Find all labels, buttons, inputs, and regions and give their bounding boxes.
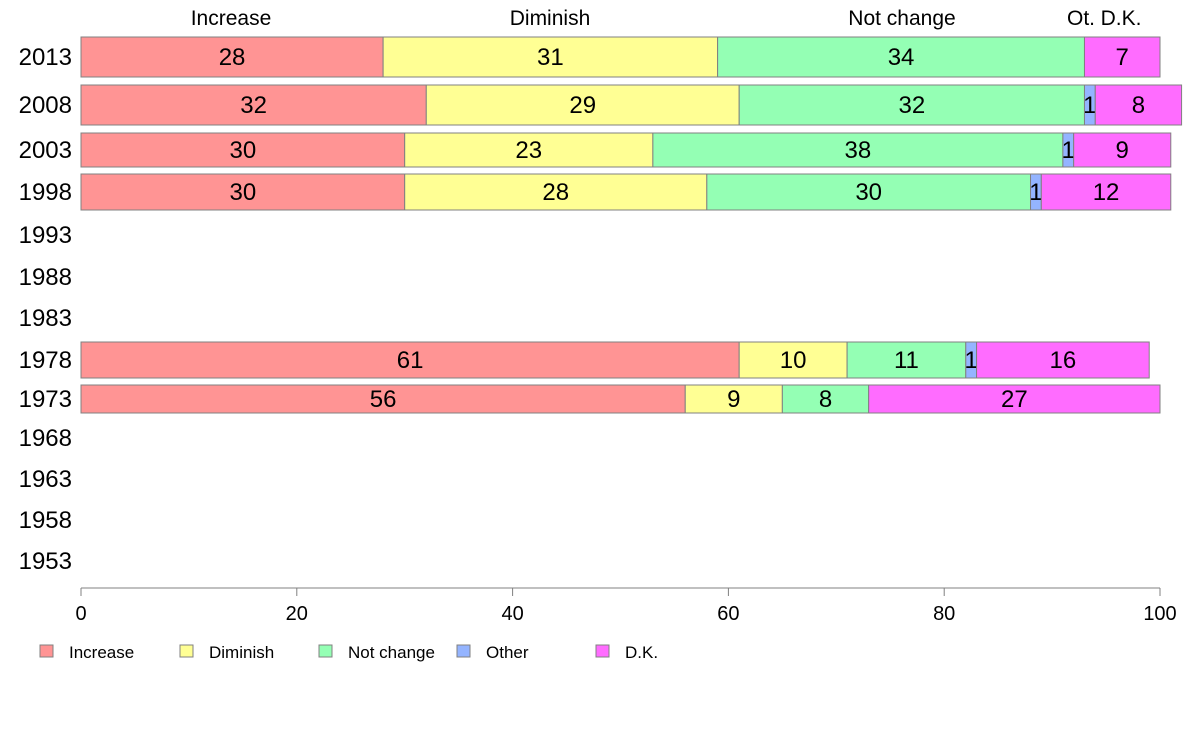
bar-value-label: 8 (819, 386, 832, 413)
y-tick-label: 1998 (19, 179, 72, 206)
bar-segment (706, 173, 1032, 211)
y-tick-label: 1993 (19, 222, 72, 249)
top-label: Ot. (1067, 7, 1095, 30)
bar-value-label: 30 (855, 179, 882, 206)
bar-value-label: 32 (898, 92, 925, 119)
x-tick-label: 40 (501, 603, 523, 625)
bar-value-label: 38 (845, 137, 872, 164)
bar-value-label: 23 (515, 137, 542, 164)
bar-segment (976, 341, 1150, 379)
legend-label: Not change (348, 643, 435, 662)
bar-segment (717, 36, 1085, 78)
bar-value-label: 1 (1083, 92, 1096, 119)
y-tick-label: 2013 (19, 44, 72, 71)
x-tick-label: 60 (717, 603, 739, 625)
bar-value-label: 7 (1116, 44, 1129, 71)
bar-segment (1094, 84, 1183, 126)
y-tick-label: 1958 (19, 507, 72, 534)
bar-value-label: 9 (727, 386, 740, 413)
bar-value-label: 61 (397, 347, 424, 374)
legend-swatch (318, 644, 333, 658)
bar-segment (652, 132, 1064, 168)
legend-swatch (179, 644, 194, 658)
bar-value-label: 56 (370, 386, 397, 413)
bar-value-label: 30 (229, 137, 256, 164)
top-label: D.K. (1101, 7, 1142, 30)
bar-segment (382, 36, 719, 78)
y-tick-label: 1968 (19, 425, 72, 452)
bar-value-label: 16 (1050, 347, 1077, 374)
bar-value-label: 27 (1001, 386, 1028, 413)
bar-value-label: 1 (1062, 137, 1075, 164)
legend-swatch (39, 644, 54, 658)
bar-value-label: 31 (537, 44, 564, 71)
x-tick-label: 20 (286, 603, 308, 625)
x-tick-label: 80 (933, 603, 955, 625)
x-tick-label: 0 (75, 603, 86, 625)
y-tick-label: 1953 (19, 548, 72, 575)
bar-segment (80, 132, 406, 168)
bar-value-label: 1 (1029, 179, 1042, 206)
bar-value-label: 10 (780, 347, 807, 374)
bar-segment (80, 341, 740, 379)
top-category-labels: Increase Diminish Not change Ot. D.K. (191, 7, 1142, 30)
legend-label: Other (486, 643, 529, 662)
x-axis: 0 20 40 60 80 100 (75, 587, 1177, 625)
bar-value-label: 28 (542, 179, 569, 206)
bar-value-label: 32 (240, 92, 267, 119)
bar-segment (80, 84, 427, 126)
y-tick-label: 1988 (19, 264, 72, 291)
legend-label: Diminish (209, 643, 274, 662)
bar-segment (404, 173, 708, 211)
legend-swatch (595, 644, 610, 658)
bar-value-label: 1 (964, 347, 977, 374)
bar-value-label: 28 (219, 44, 246, 71)
top-label: Diminish (510, 7, 591, 30)
bar-segment (80, 36, 384, 78)
bar-segment (80, 173, 406, 211)
bar-segment (738, 341, 848, 379)
bar-segment (404, 132, 654, 168)
y-tick-label: 2003 (19, 137, 72, 164)
x-tick-label: 100 (1143, 603, 1176, 625)
bar-segment (846, 341, 967, 379)
bar-value-label: 8 (1132, 92, 1145, 119)
bar-value-label: 12 (1093, 179, 1120, 206)
bar-value-label: 9 (1116, 137, 1129, 164)
bar-segment (684, 384, 783, 414)
legend-label: D.K. (625, 643, 658, 662)
y-tick-label: 1973 (19, 386, 72, 413)
y-tick-label: 1978 (19, 347, 72, 374)
bar-value-label: 29 (569, 92, 596, 119)
bar-value-label: 11 (894, 347, 919, 374)
bar-segment (80, 384, 686, 414)
bar-segment (738, 84, 1085, 126)
bar-segment (425, 84, 740, 126)
bar-segment (1040, 173, 1172, 211)
bar-segment (781, 384, 870, 414)
top-label: Not change (848, 7, 955, 30)
top-label: Increase (191, 7, 272, 30)
y-tick-label: 1983 (19, 305, 72, 332)
y-tick-label: 1963 (19, 466, 72, 493)
legend-swatch (456, 644, 471, 658)
bar-segment (868, 384, 1161, 414)
legend: Increase Diminish Not change Other D.K. (39, 643, 658, 662)
bar-value-label: 30 (229, 179, 256, 206)
y-axis-labels: 2013 2008 2003 1998 1993 1988 1983 1978 1973 1968… (19, 44, 72, 575)
bar-segment (1083, 36, 1161, 78)
bar-segment (1073, 132, 1172, 168)
legend-label: Increase (69, 643, 134, 662)
bar-value-label: 34 (888, 44, 915, 71)
y-tick-label: 2008 (19, 92, 72, 119)
